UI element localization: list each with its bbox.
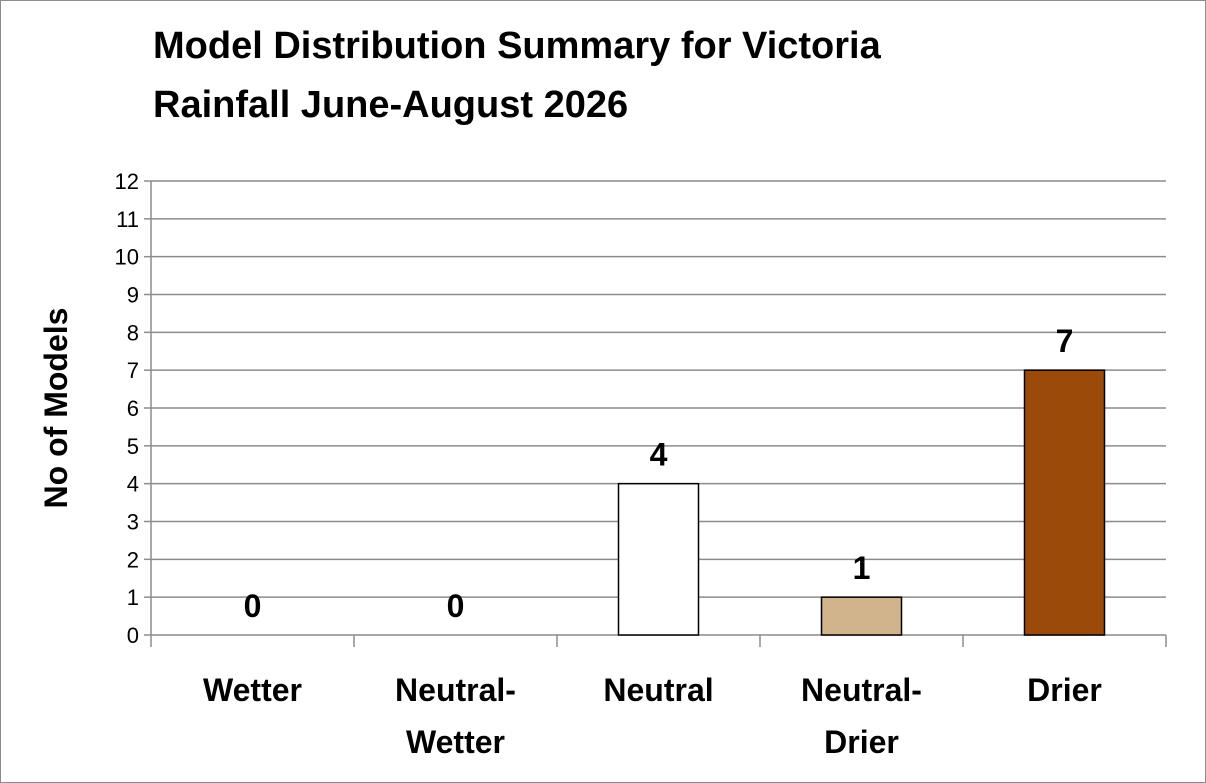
y-tick-label: 5 [127,434,139,459]
category-labels: Wetter Neutral- Wetter Neutral Neutral- Drier… [203,672,1102,760]
y-tick-label: 10 [115,245,139,270]
y-tick-label: 7 [127,358,139,383]
category-label: Drier [824,724,899,760]
gridlines [151,180,1166,598]
y-tick-label: 6 [127,396,139,421]
category-label: Neutral [603,672,713,708]
y-tick-label: 11 [116,207,139,232]
category-label: Neutral- [801,672,922,708]
y-tick-label: 9 [127,283,139,308]
data-label-3: 1 [853,550,871,586]
y-tick-label: 0 [127,623,139,648]
y-axis-label: No of Models [38,308,74,509]
y-tick-label: 2 [127,547,139,572]
category-label: Drier [1027,672,1102,708]
data-label-0: 0 [244,588,262,624]
chart-title-line-2: Rainfall June-August 2026 [153,84,628,126]
bar-2 [617,482,700,636]
y-tick-label: 1 [127,585,139,610]
y-tick-label: 12 [115,169,139,194]
data-label-1: 0 [447,588,465,624]
bar-3 [820,596,903,636]
bar-4 [1023,369,1106,636]
y-tick-label: 4 [127,472,139,497]
y-tick-label: 3 [127,510,139,535]
data-label-2: 4 [650,437,668,473]
category-label: Wetter [406,724,505,760]
data-labels: 0 0 4 1 7 [244,323,1074,624]
chart-title-line-1: Model Distribution Summary for Victoria [153,25,882,67]
chart-title: Model Distribution Summary for Victoria R… [153,25,882,126]
y-axis-label-group: No of Models [38,308,74,509]
y-tick-label: 8 [127,320,139,345]
category-label: Neutral- [395,672,516,708]
category-label: Wetter [203,672,302,708]
bars [617,369,1106,636]
data-label-4: 7 [1056,323,1074,359]
